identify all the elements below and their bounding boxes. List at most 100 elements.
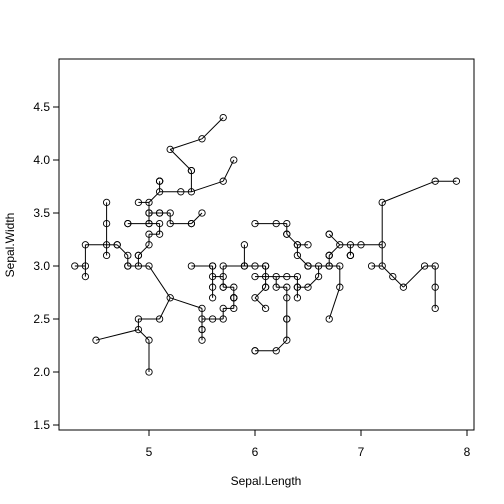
data-point	[283, 294, 291, 302]
data-point	[134, 325, 143, 334]
data-point	[293, 294, 302, 302]
data-point	[272, 219, 280, 228]
data-point	[399, 283, 408, 291]
data-point	[155, 230, 164, 238]
data-point	[124, 262, 132, 270]
data-point	[145, 219, 153, 228]
data-point	[145, 368, 153, 376]
data-point	[166, 209, 174, 217]
data-point	[325, 262, 333, 270]
data-point	[431, 177, 439, 185]
data-point	[452, 177, 461, 185]
mst-edge	[286, 233, 298, 246]
data-point	[102, 219, 111, 228]
x-axis-label: Sepal.Length	[231, 474, 302, 488]
mst-edge	[201, 117, 224, 140]
data-point	[272, 272, 280, 281]
data-point	[113, 241, 121, 249]
data-point	[145, 209, 153, 217]
data-point	[261, 272, 270, 281]
data-point	[208, 283, 217, 291]
data-point	[198, 315, 206, 323]
data-point	[283, 283, 291, 291]
data-point	[251, 262, 259, 270]
mst-edge	[392, 276, 404, 288]
data-point	[134, 262, 143, 270]
data-point	[230, 283, 238, 291]
data-point	[134, 315, 143, 323]
data-point	[251, 347, 259, 355]
y-tick-label: 3.5	[33, 206, 50, 220]
x-tick-label: 8	[464, 445, 471, 459]
data-point	[325, 251, 333, 260]
data-point	[102, 251, 111, 260]
data-point	[240, 241, 249, 249]
data-point	[187, 219, 196, 228]
data-point	[283, 315, 291, 323]
data-point	[155, 209, 164, 217]
data-point	[293, 283, 302, 291]
data-point	[346, 251, 355, 260]
data-point	[367, 262, 376, 270]
data-point	[81, 262, 90, 270]
mst-edge	[328, 287, 341, 320]
mst-edge	[297, 255, 309, 267]
mst-edge	[403, 265, 425, 288]
mst-edge	[328, 233, 341, 246]
data-point	[420, 262, 429, 270]
data-point	[208, 272, 217, 281]
data-point	[71, 262, 79, 270]
y-tick-label: 2.0	[33, 365, 50, 379]
x-tick-label: 5	[146, 445, 153, 459]
y-tick-label: 3.0	[33, 259, 50, 273]
data-point	[155, 188, 164, 196]
mst-edge	[138, 329, 150, 341]
mst-edge	[116, 244, 129, 256]
data-point	[198, 135, 206, 143]
data-point	[251, 294, 259, 302]
data-point	[81, 272, 90, 281]
data-point	[293, 251, 302, 260]
data-point	[378, 262, 386, 270]
data-point	[431, 262, 439, 270]
data-point	[325, 230, 333, 238]
y-tick-label: 1.5	[33, 418, 50, 432]
data-point	[230, 294, 238, 302]
x-tick-label: 6	[252, 445, 259, 459]
data-point	[187, 166, 196, 175]
data-point	[92, 336, 100, 344]
data-point	[145, 198, 153, 207]
data-points	[71, 113, 461, 376]
data-point	[283, 230, 291, 238]
data-point	[283, 219, 291, 228]
mst-edge	[275, 339, 288, 352]
data-point	[81, 241, 90, 249]
data-point	[155, 219, 164, 228]
mst-edge	[328, 244, 341, 256]
data-point	[124, 219, 132, 228]
data-point	[283, 272, 291, 281]
data-point	[102, 198, 111, 207]
data-point	[166, 294, 174, 302]
data-point	[219, 315, 227, 323]
data-point	[283, 336, 291, 344]
mst-edge	[382, 180, 436, 203]
data-point	[314, 272, 323, 281]
x-axis: 5 6 7 8	[146, 429, 471, 459]
data-point	[102, 241, 111, 249]
data-point	[357, 241, 365, 249]
data-point	[145, 336, 153, 344]
data-point	[208, 315, 217, 323]
mst-edge	[254, 286, 266, 299]
data-point	[431, 304, 439, 313]
mst-edge	[381, 265, 394, 277]
data-point	[336, 262, 344, 270]
data-point	[346, 241, 355, 249]
mst-edge	[222, 159, 235, 182]
y-tick-label: 4.0	[33, 153, 50, 167]
y-axis-label: Sepal.Width	[3, 213, 17, 278]
data-point	[219, 283, 227, 291]
data-point	[219, 272, 227, 281]
data-point	[293, 272, 302, 281]
data-point	[166, 145, 174, 154]
